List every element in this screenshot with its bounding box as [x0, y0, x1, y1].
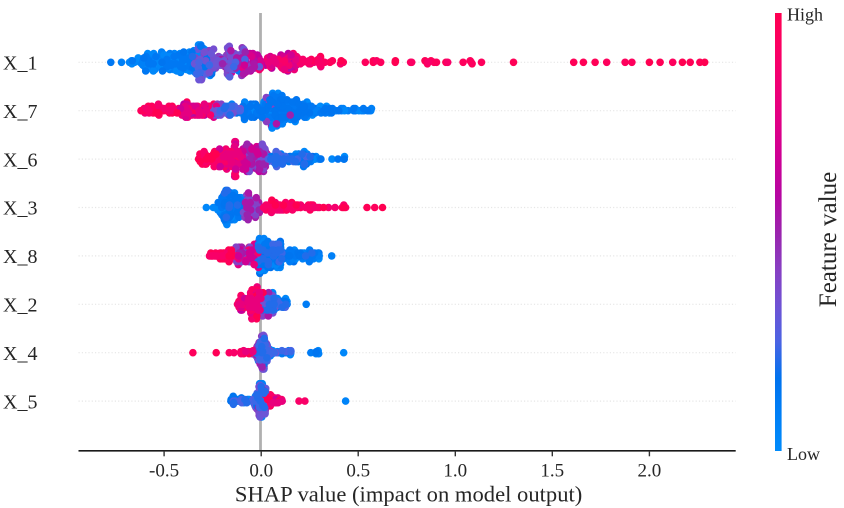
- svg-text:X_4: X_4: [3, 343, 37, 365]
- svg-text:SHAP value (impact on model ou: SHAP value (impact on model output): [235, 481, 582, 506]
- svg-text:X_3: X_3: [3, 198, 37, 220]
- svg-text:X_7: X_7: [3, 101, 37, 123]
- svg-text:1.5: 1.5: [540, 461, 564, 482]
- svg-text:Low: Low: [787, 444, 820, 464]
- svg-text:1.0: 1.0: [443, 461, 467, 482]
- svg-text:X_1: X_1: [3, 53, 37, 75]
- svg-text:X_5: X_5: [3, 391, 37, 413]
- svg-text:X_8: X_8: [3, 246, 37, 268]
- svg-text:2.0: 2.0: [638, 461, 662, 482]
- svg-text:0.0: 0.0: [249, 461, 273, 482]
- svg-text:Feature value: Feature value: [815, 172, 842, 307]
- svg-text:X_6: X_6: [3, 149, 37, 171]
- svg-text:X_2: X_2: [3, 295, 37, 317]
- svg-text:High: High: [787, 4, 823, 24]
- svg-text:0.5: 0.5: [346, 461, 370, 482]
- svg-text:-0.5: -0.5: [149, 461, 179, 482]
